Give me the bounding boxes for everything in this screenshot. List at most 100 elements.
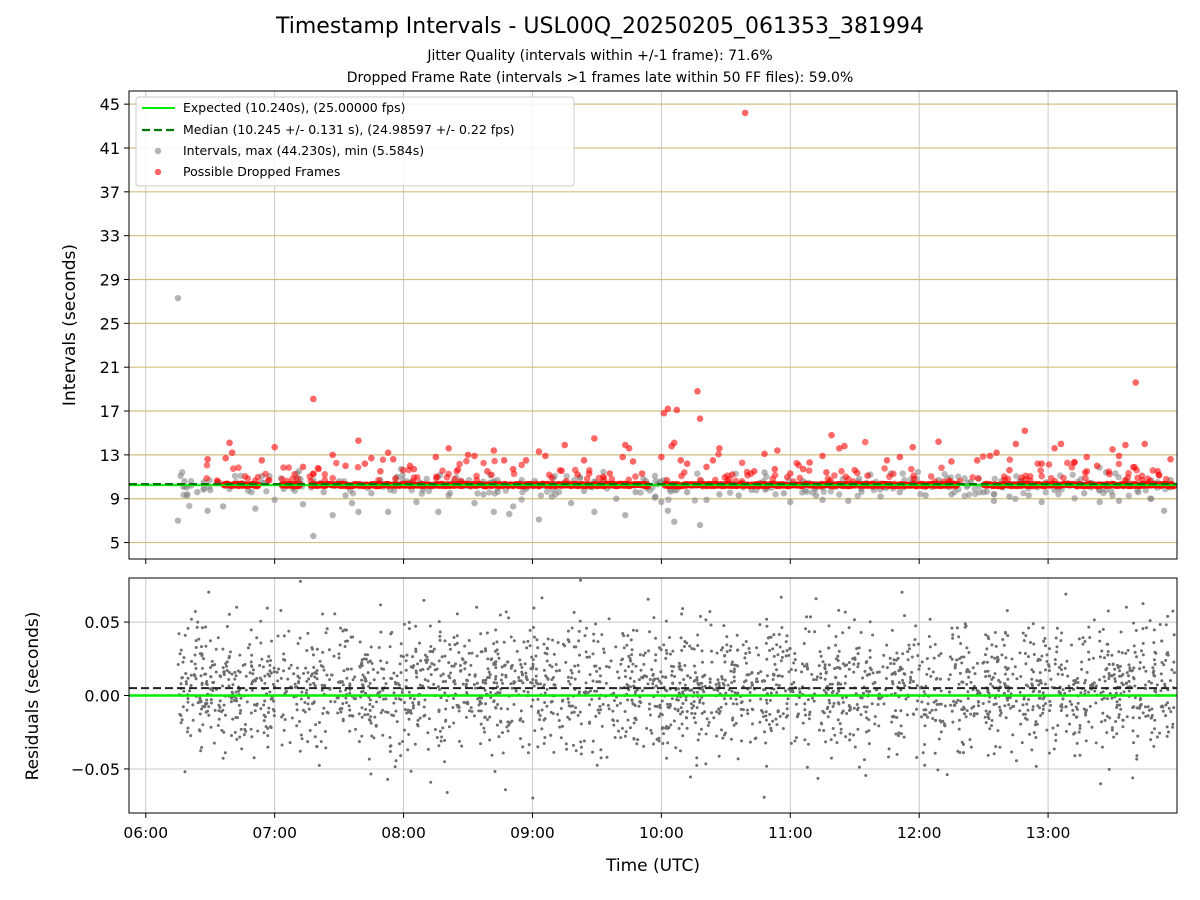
residual-point: [704, 762, 708, 766]
residual-point: [388, 749, 392, 753]
residual-point: [304, 666, 308, 670]
residual-point: [667, 726, 671, 730]
residual-point: [411, 655, 415, 659]
interval-point: [580, 487, 588, 495]
residual-point: [611, 718, 615, 722]
residual-point: [831, 727, 835, 731]
residual-point: [1007, 703, 1011, 707]
residual-point: [962, 712, 966, 716]
residual-point: [186, 700, 190, 704]
residual-point: [452, 696, 456, 700]
intervals-y-tick-label: 21: [100, 358, 120, 377]
residual-point: [689, 702, 693, 706]
residual-point: [1024, 634, 1028, 638]
residual-point: [178, 652, 182, 656]
dropped-frame-point: [1021, 427, 1029, 435]
residual-point: [583, 634, 587, 638]
residual-point: [841, 631, 845, 635]
residual-point: [396, 681, 400, 685]
residual-point: [1094, 741, 1098, 745]
interval-point: [622, 511, 629, 519]
residual-point: [1006, 689, 1010, 693]
residual-point: [1054, 739, 1058, 743]
residual-point: [840, 696, 844, 700]
residual-point: [953, 664, 957, 668]
residual-point: [345, 667, 349, 671]
residual-point: [671, 649, 675, 653]
residual-point: [204, 644, 208, 648]
dropped-frame-point: [1115, 452, 1123, 460]
residual-point: [328, 678, 332, 682]
residual-point: [194, 639, 198, 643]
residual-point: [1106, 649, 1110, 653]
residual-point: [664, 619, 668, 623]
residual-point: [1083, 640, 1087, 644]
dropped-frame-point: [838, 467, 845, 475]
residual-point: [408, 696, 412, 700]
residual-point: [404, 659, 408, 663]
residual-point: [1018, 709, 1022, 713]
residual-point: [646, 682, 650, 686]
residual-point: [479, 742, 483, 746]
dropped-frame-point: [743, 468, 751, 476]
residual-point: [831, 704, 835, 708]
residual-point: [422, 705, 426, 709]
residual-point: [268, 690, 272, 694]
residual-point: [1060, 631, 1064, 635]
residual-point: [252, 756, 256, 760]
residual-point: [1041, 626, 1045, 630]
dropped-frame-point: [457, 477, 465, 485]
interval-point: [518, 496, 525, 503]
residual-point: [437, 620, 441, 624]
residual-point: [535, 638, 539, 642]
residual-point: [607, 617, 611, 621]
residual-point: [1054, 733, 1058, 737]
residual-point: [377, 645, 381, 649]
residual-point: [1133, 696, 1137, 700]
residual-point: [931, 670, 935, 674]
residual-point: [266, 672, 270, 676]
residual-point: [320, 683, 324, 687]
residual-point: [344, 701, 348, 705]
residual-point: [269, 726, 273, 730]
residual-point: [828, 682, 832, 686]
residual-point: [235, 716, 239, 720]
residual-point: [1002, 643, 1006, 647]
residual-point: [863, 669, 867, 673]
residual-point: [640, 689, 644, 693]
dropped-frame-point: [1141, 440, 1149, 448]
residual-point: [841, 709, 845, 713]
residual-point: [1124, 605, 1128, 609]
dropped-frame-point: [1093, 462, 1101, 470]
residual-point: [642, 653, 646, 657]
dropped-frame-point: [769, 475, 777, 483]
residual-point: [648, 630, 652, 634]
residual-point: [515, 649, 519, 653]
residual-point: [862, 758, 866, 762]
residual-point: [723, 660, 727, 664]
residual-point: [367, 684, 371, 688]
residual-point: [989, 682, 993, 686]
residual-point: [1048, 699, 1052, 703]
residual-point: [722, 624, 726, 628]
residual-point: [287, 666, 291, 670]
residual-point: [1169, 710, 1173, 714]
residual-point: [288, 741, 292, 745]
residual-point: [305, 679, 309, 683]
residual-point: [494, 666, 498, 670]
residual-point: [976, 704, 980, 708]
dropped-frame-point: [1051, 445, 1058, 452]
residual-point: [868, 620, 872, 624]
residual-point: [935, 702, 939, 706]
dropped-frame-point: [1082, 474, 1089, 482]
residual-point: [1105, 666, 1109, 670]
residual-point: [1122, 690, 1126, 694]
residual-point: [522, 640, 526, 644]
residual-point: [440, 655, 444, 659]
residual-point: [272, 709, 276, 713]
residual-point: [921, 751, 925, 755]
residual-point: [499, 678, 503, 682]
residual-point: [599, 748, 603, 752]
residual-point: [1068, 699, 1072, 703]
residual-point: [708, 610, 712, 614]
